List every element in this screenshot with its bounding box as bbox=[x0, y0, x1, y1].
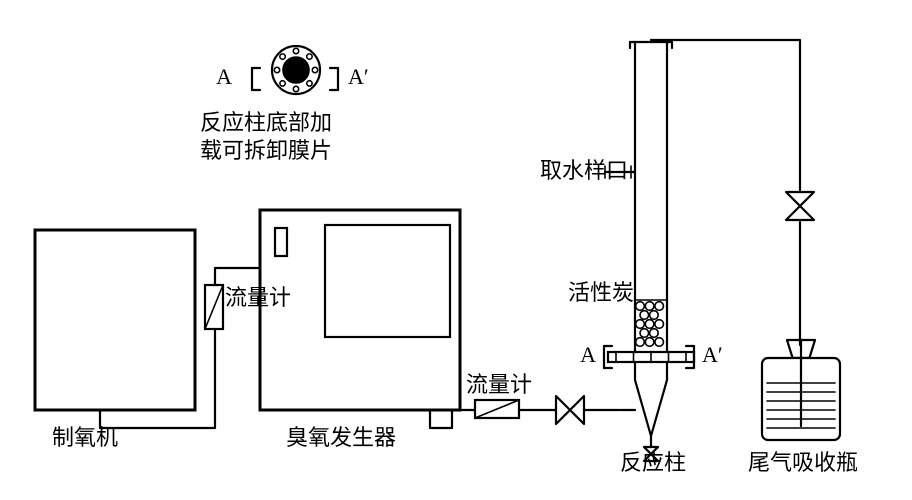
label-oxygen-machine: 制氧机 bbox=[52, 425, 118, 450]
label-activated-carbon: 活性炭 bbox=[568, 280, 634, 305]
label-sampling-port: 取水样口 bbox=[540, 158, 628, 183]
reaction-column bbox=[625, 32, 677, 466]
label-reaction-column: 反应柱 bbox=[620, 450, 686, 475]
flange-disc-icon bbox=[268, 42, 324, 98]
label-tailgas-bottle: 尾气吸收瓶 bbox=[748, 450, 858, 475]
label-Aprime-col: A′ bbox=[702, 342, 723, 367]
process-diagram: 制氧机臭氧发生器流量计流量计反应柱尾气吸收瓶取水样口活性炭AA′AA′反应柱底部… bbox=[0, 0, 912, 500]
label-flowmeter-2: 流量计 bbox=[466, 372, 532, 397]
oxygen-generator-box bbox=[35, 230, 195, 410]
label-A-header: A bbox=[216, 64, 232, 89]
label-flowmeter-1: 流量计 bbox=[225, 285, 291, 310]
valve-tailgas bbox=[786, 192, 814, 220]
ozone-generator-box bbox=[260, 210, 460, 410]
label-membrane-2: 载可拆卸膜片 bbox=[200, 138, 332, 163]
valve-inlet bbox=[556, 396, 584, 424]
label-A-col: A bbox=[580, 342, 596, 367]
ozone-generator-window bbox=[325, 225, 450, 337]
ozone-generator-handle bbox=[275, 228, 287, 256]
label-Aprime-header: A′ bbox=[348, 64, 369, 89]
label-ozone-generator: 臭氧发生器 bbox=[286, 425, 396, 450]
label-membrane-1: 反应柱底部加 bbox=[200, 110, 332, 135]
